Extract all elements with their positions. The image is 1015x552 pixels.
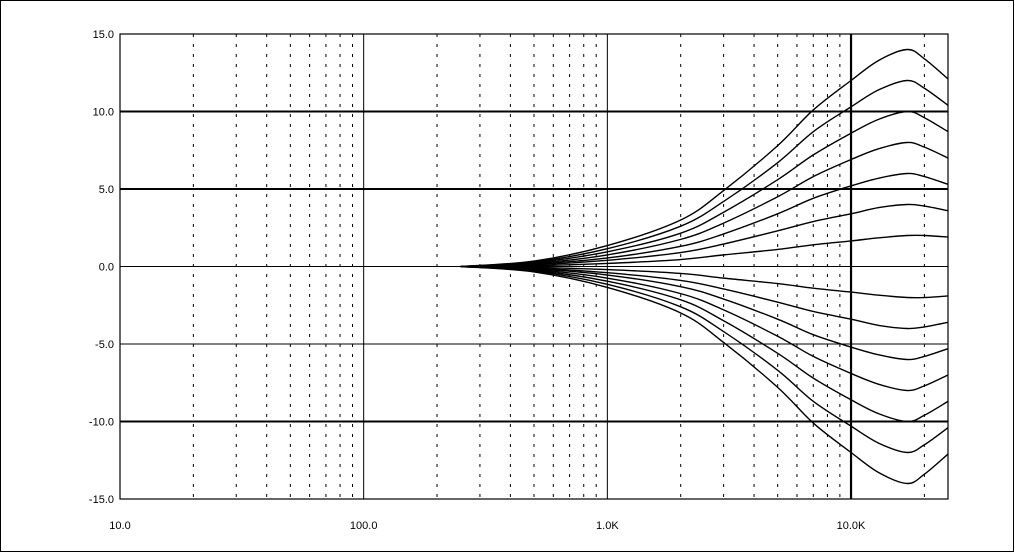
y-tick-label-5: -10.0 (89, 417, 114, 429)
series-line-4 (460, 110, 949, 268)
series-line-7 (460, 265, 949, 299)
series-line-0 (460, 234, 949, 268)
series-line-3 (460, 141, 949, 268)
series-line-11 (460, 265, 949, 423)
series-line-6 (460, 48, 949, 268)
series-line-10 (460, 265, 949, 392)
series-line-2 (460, 172, 949, 268)
x-tick-label-1: 100.0 (350, 520, 378, 532)
series-line-5 (460, 79, 949, 268)
y-tick-label-6: -15.0 (89, 494, 114, 506)
series-line-8 (460, 265, 949, 330)
y-tick-labels: 15.0 10.0 5.0 0.0 -5.0 -10.0 -15.0 (89, 29, 114, 506)
x-tick-label-0: 10.0 (109, 520, 130, 532)
series-line-12 (460, 265, 949, 454)
y-tick-label-3: 0.0 (99, 262, 114, 274)
x-tick-labels: 10.0 100.0 1.0K 10.0K (109, 520, 866, 532)
y-tick-label-2: 5.0 (99, 184, 114, 196)
series-line-9 (460, 265, 949, 361)
series-line-13 (460, 265, 949, 485)
x-tick-label-3: 10.0K (837, 520, 866, 532)
y-tick-label-0: 15.0 (93, 29, 114, 41)
y-tick-label-1: 10.0 (93, 107, 114, 119)
series-line-1 (460, 203, 949, 268)
series-layer (460, 48, 949, 485)
y-tick-label-4: -5.0 (95, 339, 114, 351)
plot-area (119, 33, 949, 500)
x-tick-label-2: 1.0K (596, 520, 619, 532)
